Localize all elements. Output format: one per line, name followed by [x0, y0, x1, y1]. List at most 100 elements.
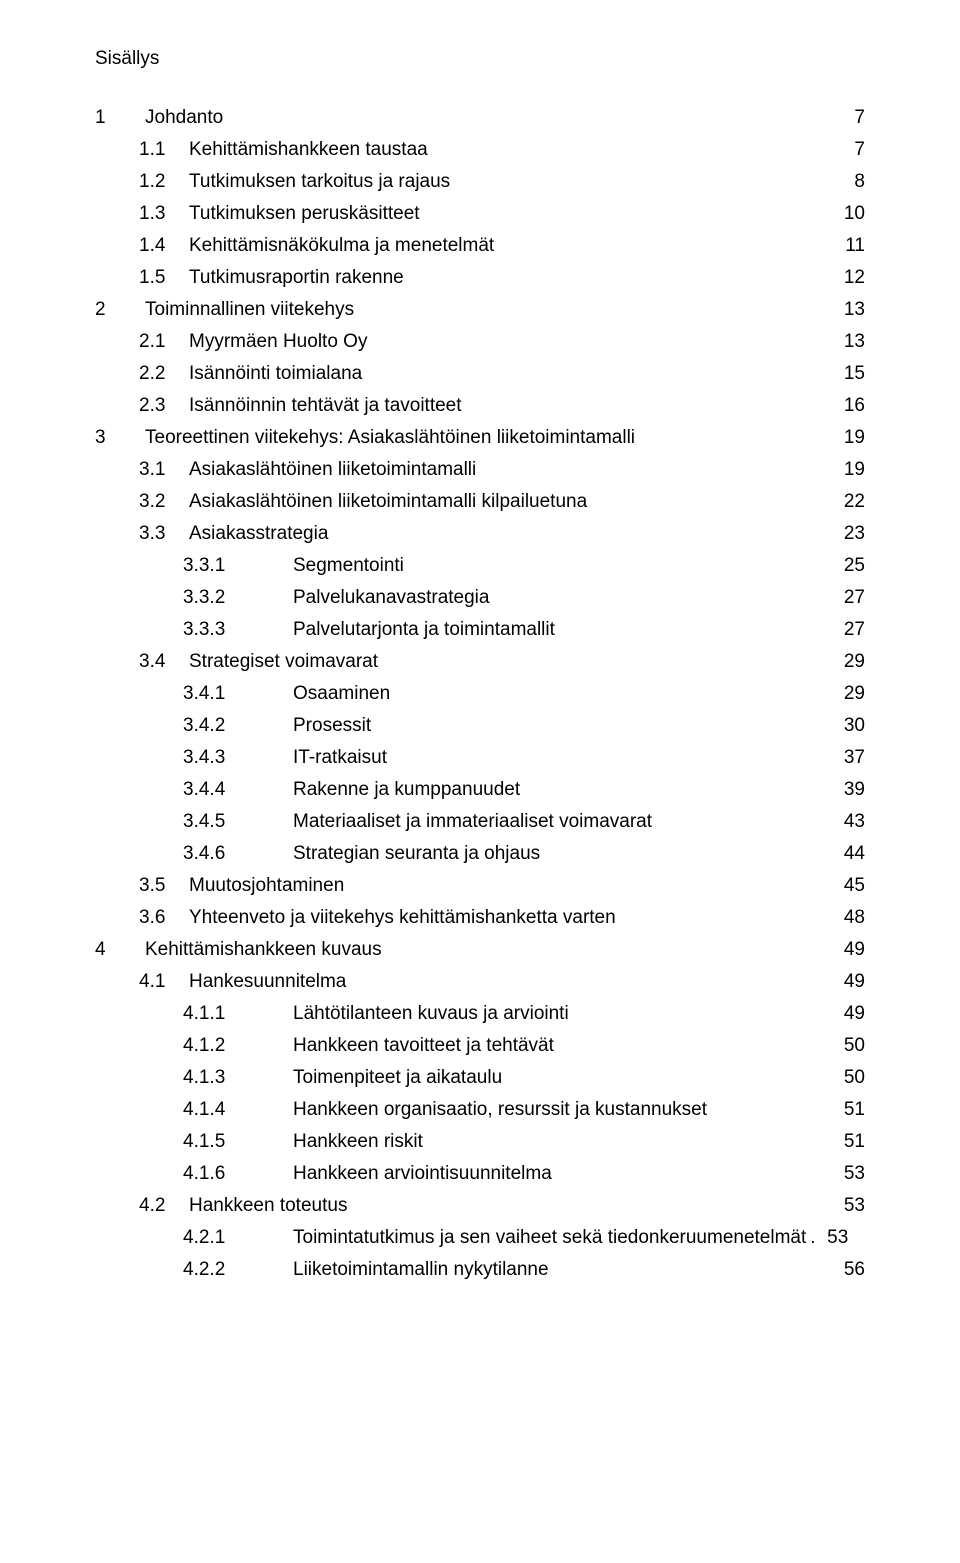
- toc-entry-number: 4: [95, 940, 145, 959]
- toc-entry-title: Toimintatutkimus ja sen vaiheet sekä tie…: [293, 1228, 806, 1247]
- toc-entry: 3.4.2Prosessit30: [95, 716, 865, 735]
- toc-entry-title: Isännöinti toimialana: [189, 364, 362, 383]
- toc-entry-title: Materiaaliset ja immateriaaliset voimava…: [293, 812, 652, 831]
- toc-entry-number: 1.2: [139, 172, 189, 191]
- toc-entry: 4.1.3Toimenpiteet ja aikataulu50: [95, 1068, 865, 1087]
- toc-entry-title: IT-ratkaisut: [293, 748, 387, 767]
- toc-entry-title: Prosessit: [293, 716, 371, 735]
- toc-entry-page: 43: [837, 812, 865, 831]
- toc-entry-page: 45: [837, 876, 865, 895]
- toc-entry-page: 7: [837, 108, 865, 127]
- toc-entry: 3.3.3Palvelutarjonta ja toimintamallit27: [95, 620, 865, 639]
- toc-entry-page: 49: [837, 972, 865, 991]
- toc-entry-number: 4.2.1: [183, 1228, 293, 1247]
- toc-entry: 3.3.1Segmentointi25: [95, 556, 865, 575]
- toc-entry-title: Lähtötilanteen kuvaus ja arviointi: [293, 1004, 569, 1023]
- toc-entry-page: 51: [837, 1100, 865, 1119]
- toc-entry-page: 27: [837, 588, 865, 607]
- toc-entry-title: Strategiset voimavarat: [189, 652, 378, 671]
- toc-entry: 1.5Tutkimusraportin rakenne12: [95, 268, 865, 287]
- toc-entry-page: 56: [837, 1260, 865, 1279]
- toc-entry: 3.4.3IT-ratkaisut37: [95, 748, 865, 767]
- toc-title: Sisällys: [95, 48, 865, 70]
- toc-entry-number: 4.1.1: [183, 1004, 293, 1023]
- toc-entry-title: Yhteenveto ja viitekehys kehittämishanke…: [189, 908, 616, 927]
- toc-entry-number: 4.2.2: [183, 1260, 293, 1279]
- toc-entry-page: 12: [837, 268, 865, 287]
- toc-entry: 4.2.2Liiketoimintamallin nykytilanne 56: [95, 1260, 865, 1279]
- toc-entry-number: 3.4.5: [183, 812, 293, 831]
- toc-entry-title: Liiketoimintamallin nykytilanne: [293, 1260, 549, 1279]
- toc-entry: 1.4Kehittämisnäkökulma ja menetelmät 11: [95, 236, 865, 255]
- toc-entry: 4.1.4Hankkeen organisaatio, resurssit ja…: [95, 1100, 865, 1119]
- toc-entry-title: Isännöinnin tehtävät ja tavoitteet: [189, 396, 462, 415]
- toc-entry-title: Hankkeen organisaatio, resurssit ja kust…: [293, 1100, 707, 1119]
- toc-entry-number: 2.3: [139, 396, 189, 415]
- toc-entry-page: 11: [837, 236, 865, 255]
- toc-entry-number: 3.5: [139, 876, 189, 895]
- toc-entry-number: 2.2: [139, 364, 189, 383]
- toc-entry-page: 29: [837, 684, 865, 703]
- toc-entry-number: 1.5: [139, 268, 189, 287]
- toc-entry-page: 53: [837, 1164, 865, 1183]
- toc-entry-title: Johdanto: [145, 108, 223, 127]
- toc-entry-title: Palvelukanavastrategia: [293, 588, 489, 607]
- toc-entry-number: 4.1.4: [183, 1100, 293, 1119]
- toc-entry-number: 3.3.3: [183, 620, 293, 639]
- toc-entry-page: 16: [837, 396, 865, 415]
- toc-entry-page: 10: [837, 204, 865, 223]
- toc-entry-number: 3.4.4: [183, 780, 293, 799]
- toc-entry-title: Asiakasstrategia: [189, 524, 328, 543]
- toc-entry-page: 50: [837, 1036, 865, 1055]
- toc-entry-page: 49: [837, 940, 865, 959]
- toc-entry-page: 44: [837, 844, 865, 863]
- toc-entry-number: 3: [95, 428, 145, 447]
- toc-entry: 1Johdanto 7: [95, 108, 865, 127]
- toc-leader-dots: .: [806, 1228, 820, 1247]
- toc-entry: 4.1.1Lähtötilanteen kuvaus ja arviointi4…: [95, 1004, 865, 1023]
- page-container: Sisällys 1Johdanto71.1Kehittämishankkeen…: [0, 0, 960, 1352]
- toc-entry-number: 1.3: [139, 204, 189, 223]
- toc-entry-number: 4.1.3: [183, 1068, 293, 1087]
- toc-entry-number: 3.1: [139, 460, 189, 479]
- toc-entry-page: 39: [837, 780, 865, 799]
- toc-entry-number: 4.1.2: [183, 1036, 293, 1055]
- toc-entry-page: 51: [837, 1132, 865, 1151]
- toc-entry: 3.1Asiakaslähtöinen liiketoimintamalli19: [95, 460, 865, 479]
- toc-entry-number: 3.4: [139, 652, 189, 671]
- toc-entry: 3.3.2Palvelukanavastrategia27: [95, 588, 865, 607]
- toc-entry-title: Hankkeen arviointisuunnitelma: [293, 1164, 552, 1183]
- toc-entry-number: 3.3: [139, 524, 189, 543]
- toc-entry-title: Tutkimuksen tarkoitus ja rajaus: [189, 172, 450, 191]
- toc-entry-title: Myyrmäen Huolto Oy: [189, 332, 367, 351]
- toc-entry: 3.4.6Strategian seuranta ja ohjaus44: [95, 844, 865, 863]
- toc-entry: 4.1.6Hankkeen arviointisuunnitelma53: [95, 1164, 865, 1183]
- toc-entry-number: 1.4: [139, 236, 189, 255]
- toc-entry: 3.6Yhteenveto ja viitekehys kehittämisha…: [95, 908, 865, 927]
- toc-entry: 3.4.5Materiaaliset ja immateriaaliset vo…: [95, 812, 865, 831]
- toc-entry-title: Hankkeen riskit: [293, 1132, 423, 1151]
- toc-entry-number: 1: [95, 108, 145, 127]
- toc-entry: 2.2Isännöinti toimialana15: [95, 364, 865, 383]
- toc-entry-page: 50: [837, 1068, 865, 1087]
- toc-entry-title: Hankkeen toteutus: [189, 1196, 347, 1215]
- toc-entry: 4.1Hankesuunnitelma49: [95, 972, 865, 991]
- toc-entry-page: 25: [837, 556, 865, 575]
- toc-entry-title: Kehittämisnäkökulma ja menetelmät: [189, 236, 494, 255]
- toc-entry-number: 3.4.6: [183, 844, 293, 863]
- toc-entry-page: 22: [837, 492, 865, 511]
- toc-entry-number: 2.1: [139, 332, 189, 351]
- toc-entry-number: 2: [95, 300, 145, 319]
- toc-entry-page: 37: [837, 748, 865, 767]
- toc-entry-number: 3.6: [139, 908, 189, 927]
- toc-entry-page: 53: [837, 1196, 865, 1215]
- toc-entry-number: 4.1: [139, 972, 189, 991]
- toc-entry: 2.3Isännöinnin tehtävät ja tavoitteet 16: [95, 396, 865, 415]
- toc-entry: 4.2.1Toimintatutkimus ja sen vaiheet sek…: [95, 1228, 865, 1247]
- toc-entry: 1.1Kehittämishankkeen taustaa7: [95, 140, 865, 159]
- toc-entry-page: 7: [837, 140, 865, 159]
- toc-entry: 3Teoreettinen viitekehys: Asiakaslähtöin…: [95, 428, 865, 447]
- toc-entry: 3.5Muutosjohtaminen45: [95, 876, 865, 895]
- toc-entry: 3.4Strategiset voimavarat29: [95, 652, 865, 671]
- toc-entry: 3.4.1Osaaminen29: [95, 684, 865, 703]
